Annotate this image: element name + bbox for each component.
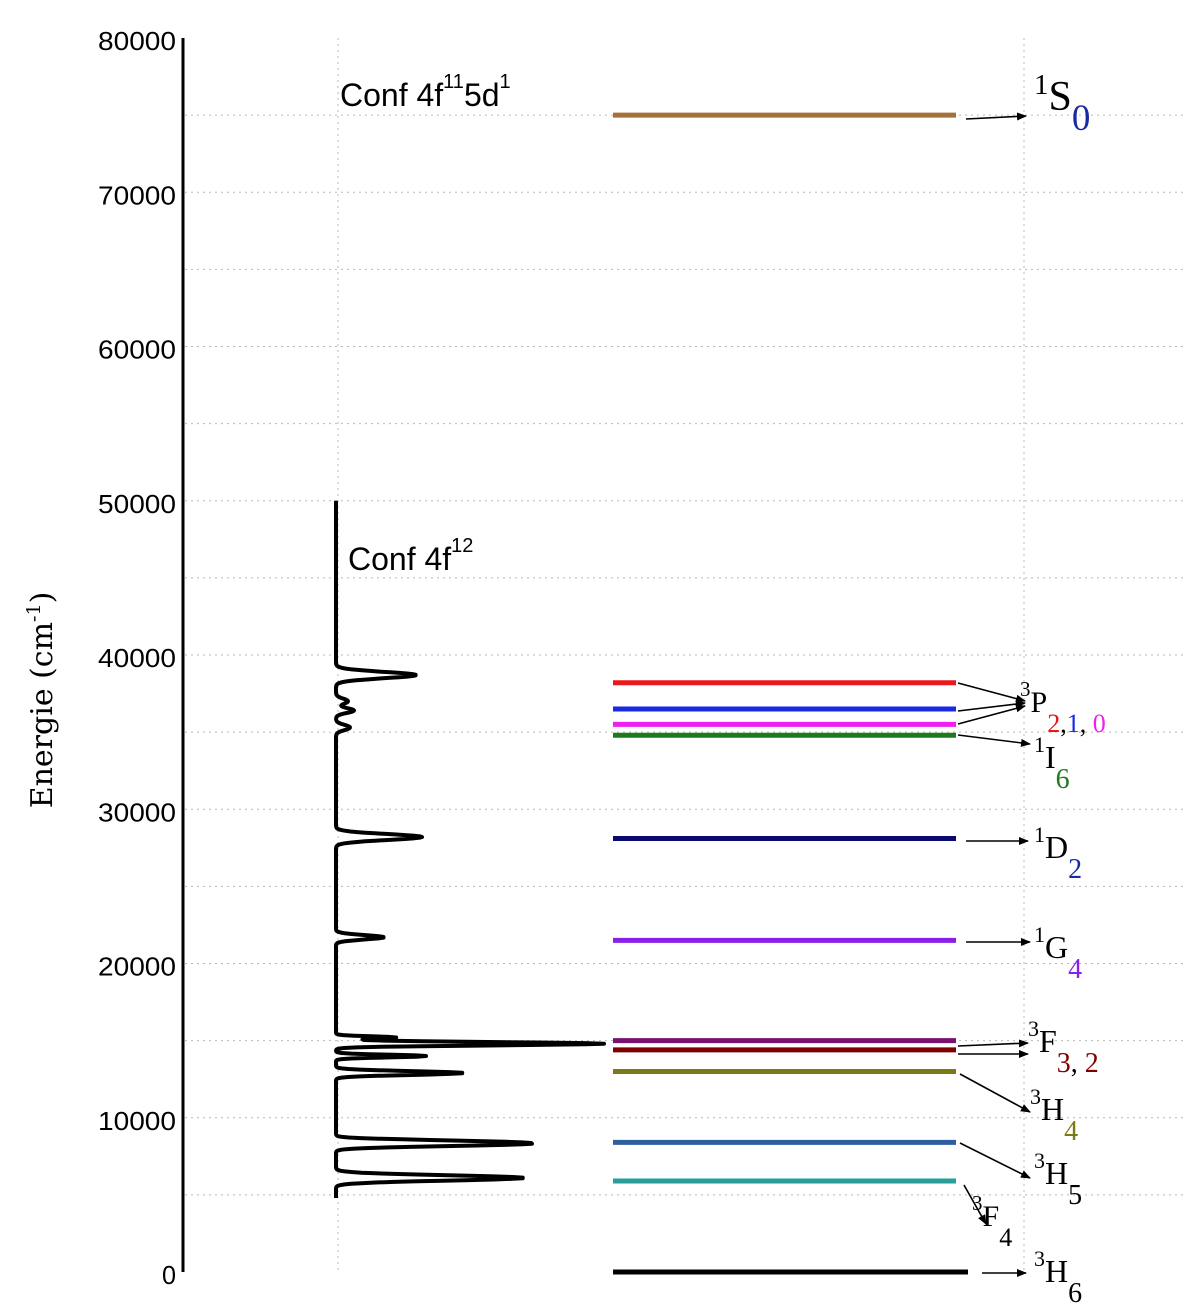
level-arrow: [957, 1039, 1029, 1048]
y-tick-label: 50000: [98, 489, 176, 519]
y-axis-ticks: 0 10000 20000 30000 40000 50000 60000 70000 8000…: [98, 26, 176, 1290]
level-arrow: [959, 1142, 1031, 1179]
term-label: 3H5: [1034, 1148, 1082, 1211]
level-arrow: [957, 700, 1026, 712]
term-label: 1S0: [1034, 69, 1090, 139]
term-label: 3H6: [1034, 1246, 1082, 1307]
y-tick-label: 20000: [98, 952, 176, 982]
term-label: 3H4: [1030, 1084, 1078, 1147]
level-arrow: [957, 734, 1031, 747]
configuration-label: Conf 4f115d1: [340, 71, 511, 113]
configuration-label: Conf 4f12: [348, 535, 473, 577]
y-tick-label: 80000: [98, 26, 176, 56]
y-axis-label: Energie (cm-1): [23, 592, 60, 809]
y-tick-label: 30000: [98, 797, 176, 827]
y-tick-label: 10000: [98, 1106, 176, 1136]
level-arrow: [963, 1184, 987, 1225]
configuration-labels: Conf 4f115d1 Conf 4f12: [340, 71, 511, 577]
y-tick-label: 70000: [98, 180, 176, 210]
term-label: 1G4: [1034, 922, 1082, 985]
level-arrows: [957, 112, 1031, 1277]
y-tick-label: 40000: [98, 643, 176, 673]
term-label: 3P2,1, 0: [1020, 677, 1106, 738]
emission-spectrum-curve: [334, 499, 606, 1200]
term-label: 1I6: [1034, 732, 1070, 795]
term-label: 3F3, 2: [1028, 1016, 1099, 1079]
level-arrow: [957, 682, 1026, 703]
term-label: 3F4: [972, 1191, 1012, 1252]
level-arrow: [957, 704, 1026, 725]
term-label: 1D2: [1034, 822, 1082, 885]
y-tick-label: 60000: [98, 335, 176, 365]
level-arrow: [959, 1073, 1031, 1113]
y-tick-label: 0: [162, 1260, 176, 1290]
energy-levels: [613, 112, 968, 1275]
level-arrow: [965, 112, 1027, 121]
